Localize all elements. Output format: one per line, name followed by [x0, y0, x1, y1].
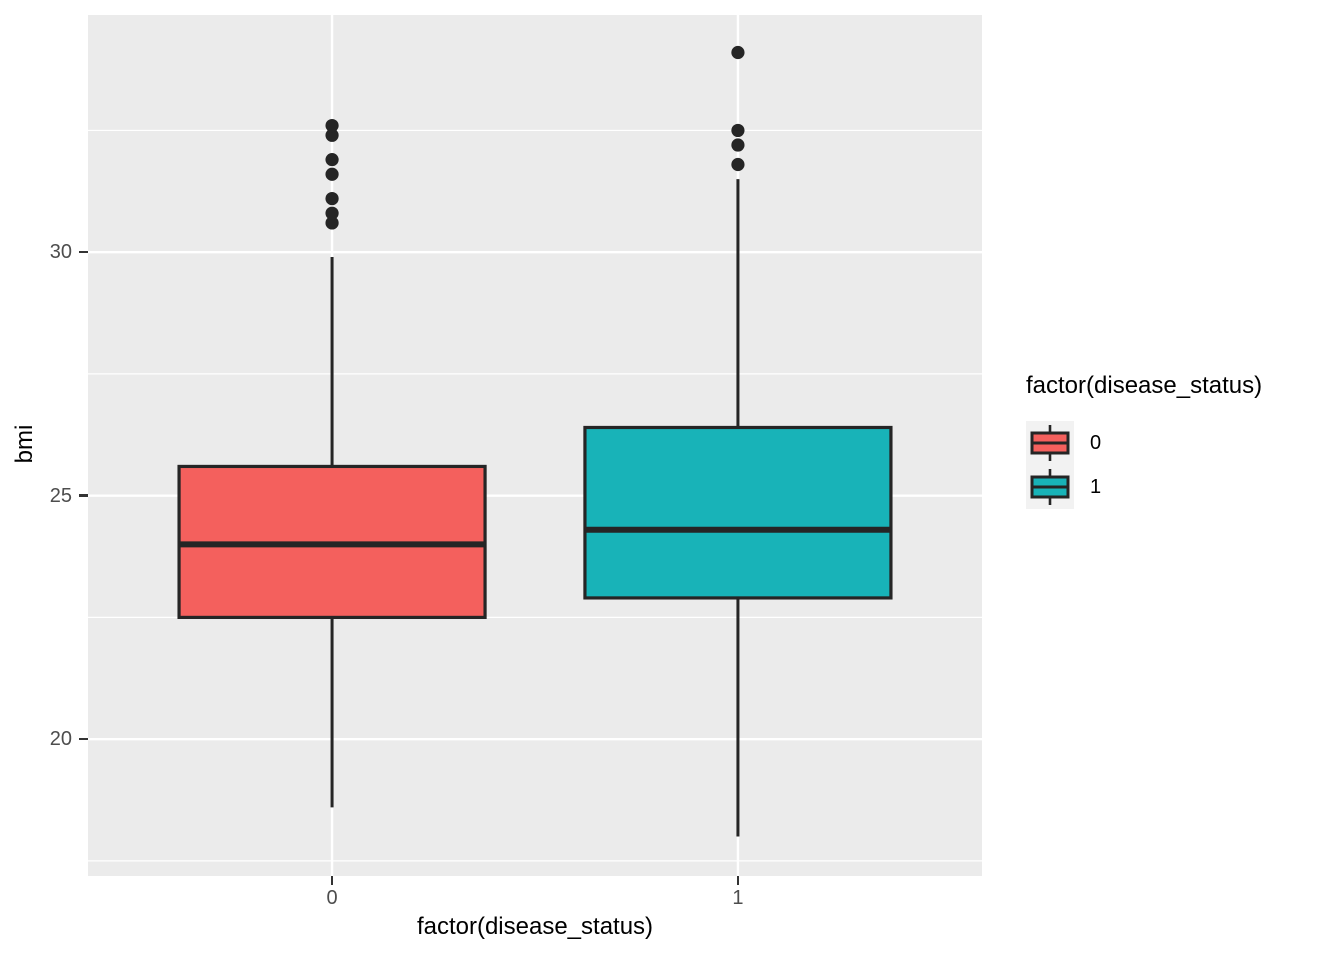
y-tick-mark — [79, 737, 88, 741]
x-tick-label: 1 — [732, 887, 744, 909]
outlier-point — [325, 167, 339, 181]
outlier-point — [731, 45, 745, 60]
x-tick-label: 0 — [326, 887, 338, 909]
y-axis-title: bmi — [11, 424, 38, 464]
box-series-1 — [583, 425, 893, 600]
outlier-point — [325, 216, 339, 230]
outlier-point — [731, 123, 745, 138]
outlier-point — [325, 191, 339, 206]
outlier-point — [325, 206, 339, 220]
legend-key: 0 — [1026, 421, 1262, 465]
y-tick-label: 25 — [49, 484, 72, 507]
y-tick-label: 20 — [49, 728, 72, 751]
outlier-point — [325, 118, 339, 133]
x-tick-mark — [330, 876, 334, 885]
legend-key-background — [1026, 421, 1074, 465]
boxplot-glyph-icon — [1030, 469, 1070, 505]
y-tick-mark — [79, 494, 88, 497]
legend-key-background — [1026, 465, 1074, 509]
x-axis-title: factor(disease_status) — [416, 913, 654, 940]
x-tick-mark — [736, 876, 740, 885]
plot-panel — [88, 15, 982, 876]
plot-area — [88, 15, 982, 876]
y-tick-mark — [79, 250, 88, 254]
outlier-point — [731, 157, 745, 172]
boxplot-glyph-icon — [1030, 425, 1070, 461]
legend-key-label: 0 — [1090, 431, 1102, 454]
legend-key: 1 — [1026, 465, 1262, 509]
outlier-point — [325, 128, 339, 142]
legend-key-label: 1 — [1090, 475, 1102, 498]
outlier-point — [731, 138, 745, 152]
y-tick-label: 30 — [49, 241, 72, 264]
legend-title: factor(disease_status) — [1026, 372, 1263, 399]
outlier-point — [325, 153, 339, 167]
